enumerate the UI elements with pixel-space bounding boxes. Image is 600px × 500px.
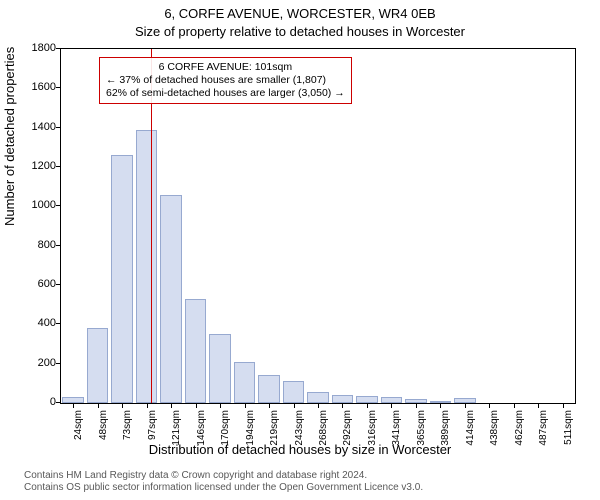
xtick-mark (294, 404, 295, 408)
xtick-label: 194sqm (245, 410, 256, 450)
annotation-box: 6 CORFE AVENUE: 101sqm← 37% of detached … (99, 57, 352, 104)
xtick-mark (98, 404, 99, 408)
ytick-mark (56, 205, 60, 206)
xtick-label: 365sqm (416, 410, 427, 450)
xtick-mark (245, 404, 246, 408)
title-address: 6, CORFE AVENUE, WORCESTER, WR4 0EB (0, 6, 600, 21)
xtick-label: 146sqm (196, 410, 207, 450)
ytick-mark (56, 48, 60, 49)
ytick-label: 1000 (16, 199, 56, 211)
footer-line1: Contains HM Land Registry data © Crown c… (24, 470, 423, 482)
xtick-label: 487sqm (538, 410, 549, 450)
histogram-bar (356, 396, 378, 403)
xtick-label: 292sqm (342, 410, 353, 450)
xtick-label: 414sqm (465, 410, 476, 450)
xtick-label: 73sqm (122, 410, 133, 450)
histogram-bar (381, 397, 403, 403)
xtick-label: 97sqm (147, 410, 158, 450)
ytick-mark (56, 166, 60, 167)
xtick-mark (220, 404, 221, 408)
ytick-label: 0 (16, 396, 56, 408)
xtick-mark (122, 404, 123, 408)
histogram-bar (111, 155, 133, 403)
ytick-mark (56, 284, 60, 285)
xtick-label: 48sqm (98, 410, 109, 450)
histogram-bar (258, 375, 280, 403)
ytick-label: 600 (16, 278, 56, 290)
histogram-bar (332, 395, 354, 403)
annotation-line3: 62% of semi-detached houses are larger (… (106, 87, 345, 100)
ytick-mark (56, 402, 60, 403)
histogram-bar (283, 381, 305, 403)
xtick-label: 316sqm (367, 410, 378, 450)
xtick-mark (367, 404, 368, 408)
histogram-bar (87, 328, 109, 403)
annotation-line1: 6 CORFE AVENUE: 101sqm (106, 61, 345, 74)
ytick-mark (56, 363, 60, 364)
ytick-label: 1200 (16, 160, 56, 172)
xtick-mark (538, 404, 539, 408)
ytick-mark (56, 127, 60, 128)
histogram-bar (405, 399, 427, 403)
xtick-mark (318, 404, 319, 408)
histogram-bar (62, 397, 84, 403)
xtick-label: 24sqm (73, 410, 84, 450)
xtick-label: 243sqm (294, 410, 305, 450)
histogram-bar (136, 130, 158, 403)
histogram-bar (454, 398, 476, 403)
xtick-mark (416, 404, 417, 408)
xtick-label: 268sqm (318, 410, 329, 450)
xtick-label: 121sqm (171, 410, 182, 450)
ytick-label: 400 (16, 317, 56, 329)
xtick-mark (391, 404, 392, 408)
ytick-label: 1600 (16, 81, 56, 93)
xtick-mark (489, 404, 490, 408)
xtick-label: 389sqm (440, 410, 451, 450)
xtick-label: 462sqm (514, 410, 525, 450)
xtick-mark (342, 404, 343, 408)
xtick-mark (465, 404, 466, 408)
histogram-bar (234, 362, 256, 403)
xtick-mark (171, 404, 172, 408)
xtick-label: 511sqm (563, 410, 574, 450)
xtick-mark (73, 404, 74, 408)
annotation-line2: ← 37% of detached houses are smaller (1,… (106, 74, 345, 87)
ytick-label: 1800 (16, 42, 56, 54)
xtick-label: 170sqm (220, 410, 231, 450)
ytick-mark (56, 245, 60, 246)
ytick-mark (56, 87, 60, 88)
xtick-mark (440, 404, 441, 408)
ytick-label: 200 (16, 357, 56, 369)
ytick-label: 800 (16, 239, 56, 251)
histogram-bar (209, 334, 231, 403)
xtick-mark (147, 404, 148, 408)
ytick-mark (56, 323, 60, 324)
histogram-bar (307, 392, 329, 403)
xtick-label: 219sqm (269, 410, 280, 450)
footer-line2: Contains OS public sector information li… (24, 482, 423, 494)
y-axis-label: Number of detached properties (2, 47, 17, 226)
xtick-mark (196, 404, 197, 408)
xtick-mark (269, 404, 270, 408)
histogram-bar (430, 401, 452, 403)
histogram-bar (160, 195, 182, 403)
xtick-mark (514, 404, 515, 408)
xtick-mark (563, 404, 564, 408)
footer-attribution: Contains HM Land Registry data © Crown c… (24, 470, 423, 494)
histogram-bar (185, 299, 207, 403)
plot-area: 6 CORFE AVENUE: 101sqm← 37% of detached … (60, 48, 576, 404)
title-subtitle: Size of property relative to detached ho… (0, 24, 600, 39)
xtick-label: 438sqm (489, 410, 500, 450)
ytick-label: 1400 (16, 121, 56, 133)
xtick-label: 341sqm (391, 410, 402, 450)
